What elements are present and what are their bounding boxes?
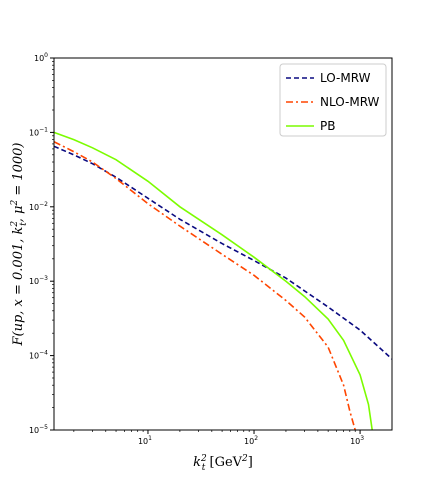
x-tick-label: 102 bbox=[244, 435, 258, 446]
legend-box bbox=[279, 63, 387, 137]
y-tick-label: 10−1 bbox=[29, 126, 48, 137]
y-tick-label: 10−5 bbox=[29, 424, 48, 435]
y-axis-label: F(up, x = 0.001, k2t, μ2 = 1000) bbox=[10, 142, 29, 346]
legend: LO-MRW NLO-MRW PB bbox=[279, 63, 387, 137]
legend-label: NLO-MRW bbox=[320, 95, 380, 109]
legend-label: PB bbox=[320, 119, 335, 133]
series-line-pb bbox=[54, 131, 373, 430]
legend-label: LO-MRW bbox=[320, 71, 371, 85]
series-line-nlo-mrw bbox=[54, 140, 356, 430]
x-axis-ticks: 101 102 103 bbox=[73, 430, 364, 446]
y-tick-label: 100 bbox=[34, 52, 48, 63]
plot-frame bbox=[53, 57, 393, 431]
y-tick-label: 10−3 bbox=[29, 275, 48, 286]
y-tick-label: 10−4 bbox=[29, 350, 48, 361]
series-layer bbox=[54, 131, 392, 430]
x-tick-label: 101 bbox=[138, 435, 152, 446]
y-tick-label: 10−2 bbox=[29, 201, 48, 212]
series-line-lo-mrw bbox=[54, 145, 392, 360]
x-axis-label: k2 t [GeV2] bbox=[193, 454, 253, 473]
y-axis-ticks: 10−5 10−4 10−3 10−2 10−1 100 bbox=[29, 52, 54, 435]
x-tick-label: 103 bbox=[350, 435, 364, 446]
